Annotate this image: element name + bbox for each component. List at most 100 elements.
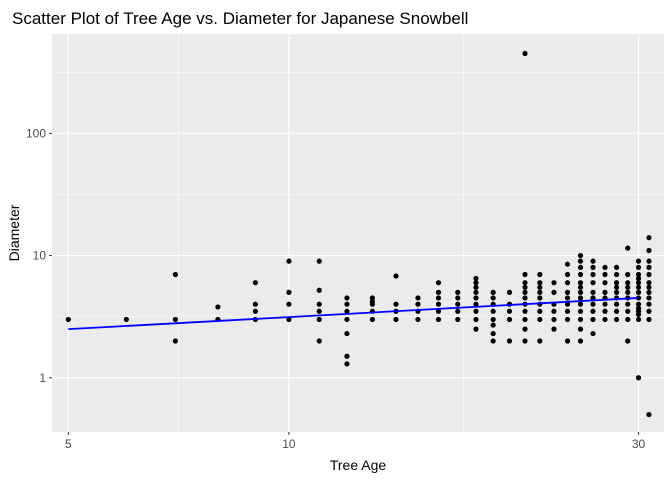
data-point [415,301,421,307]
data-point [344,361,350,367]
data-point [646,411,652,418]
data-point [577,326,584,332]
data-point [252,308,258,314]
data-point [646,289,652,295]
data-point [473,295,479,301]
data-point [316,338,322,344]
data-point [577,271,584,278]
data-point [522,280,528,286]
data-point [590,280,596,286]
data-point [625,289,631,295]
data-point [613,308,620,314]
data-point [635,289,642,295]
data-point [646,301,652,307]
data-point [369,316,376,323]
data-point [635,284,642,290]
data-point [577,301,584,307]
data-point [522,50,528,57]
data-point [564,301,571,307]
grid-minor [52,34,664,432]
data-point [590,295,596,301]
data-point [537,295,543,301]
data-point [490,295,496,301]
data-point [635,280,642,286]
data-point [473,284,479,290]
grid-major [52,34,664,432]
data-point [415,316,421,323]
data-point [577,316,584,323]
data-point [625,245,631,251]
data-point [564,271,571,278]
data-point [490,330,496,337]
data-point [590,308,596,314]
data-point [537,284,543,290]
plot-panel [52,34,664,432]
data-point [369,301,376,307]
data-point [435,308,442,314]
data-point [316,258,322,264]
data-point [564,338,571,344]
data-point [577,295,584,301]
data-point [473,289,479,295]
data-point [577,252,584,259]
data-point [551,308,557,314]
data-point [344,295,350,301]
data-point [537,271,543,278]
data-point [646,271,652,278]
data-point [635,316,642,323]
data-point [252,280,258,286]
data-point [435,289,442,295]
data-point [625,308,631,314]
data-point [602,280,608,286]
data-point [613,301,620,307]
data-point [522,338,528,344]
data-point [646,247,652,254]
trend-line-group [68,297,639,331]
data-point [602,308,608,314]
data-point [646,258,652,264]
y-axis-title: Diameter [6,204,22,261]
data-point [537,316,543,323]
data-point [537,280,543,286]
data-point [635,264,642,271]
data-point [369,295,376,301]
data-point [537,289,543,295]
data-point [123,316,129,323]
data-point [577,264,584,271]
data-point [551,280,557,286]
data-point [613,280,620,286]
data-point [635,271,642,278]
data-point [522,308,528,314]
data-point [577,280,584,286]
data-point [172,271,179,278]
data-point [455,301,461,307]
data-point [613,316,620,323]
data-point [506,289,513,295]
data-point [577,289,584,295]
data-point [490,322,496,328]
data-point [602,301,608,307]
data-point [625,301,631,307]
data-point [506,308,513,314]
x-tick-label: 5 [65,437,72,451]
data-point [602,316,608,323]
data-point [577,284,584,290]
data-point [172,316,179,323]
data-point [393,301,399,307]
data-point [646,295,652,301]
data-point [625,284,631,290]
data-point [473,280,479,286]
data-point [646,264,652,271]
data-point [490,289,496,295]
x-axis-ticks: 5 10 30 [65,432,646,451]
data-point [286,258,292,264]
data-point [590,258,596,264]
data-point [435,280,442,286]
data-point [316,287,322,293]
trend-line [68,297,639,331]
data-point [613,284,620,290]
data-point [635,275,642,282]
data-point [344,353,350,359]
data-point [635,301,642,307]
data-point [551,316,557,323]
